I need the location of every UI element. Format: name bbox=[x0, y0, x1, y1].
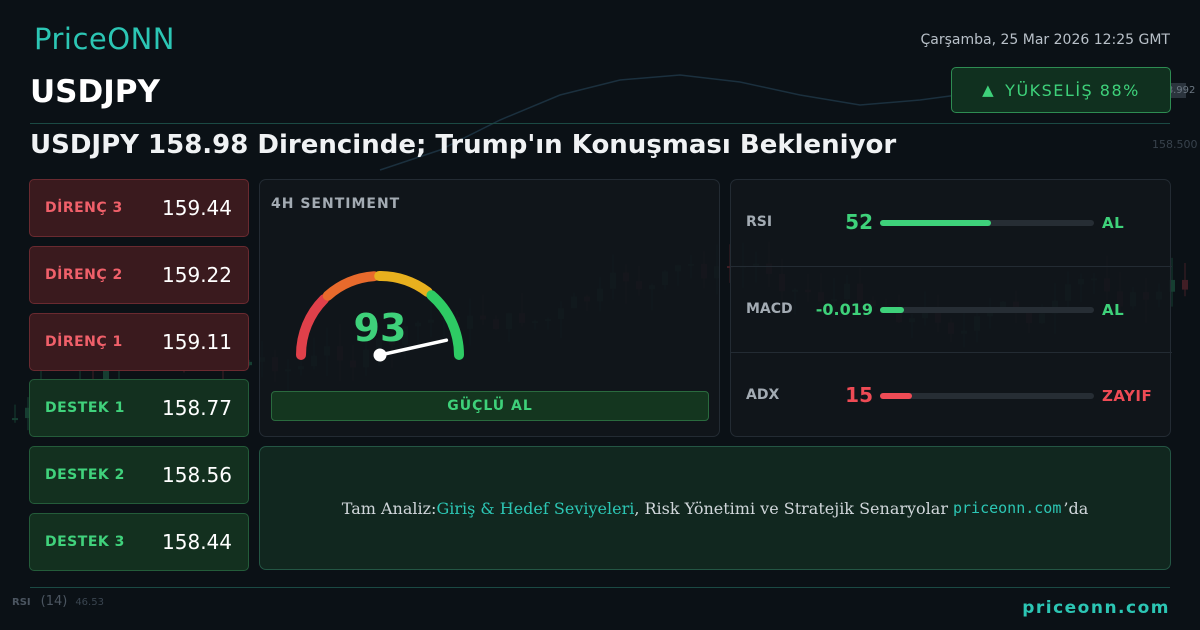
indicator-bar-fill bbox=[880, 220, 992, 226]
symbol-title: USDJPY bbox=[30, 74, 160, 110]
promo-suffix: ’da bbox=[1063, 498, 1089, 518]
trend-label: YÜKSELİŞ 88% bbox=[1005, 80, 1140, 100]
background-rsi-value: 46.53 bbox=[75, 597, 104, 608]
gauge-needle-hub bbox=[373, 348, 387, 362]
level-label: DESTEK 3 bbox=[45, 534, 125, 550]
level-support-1: DESTEK 1 158.77 bbox=[29, 379, 249, 437]
triangle-up-icon: ▲ bbox=[982, 81, 996, 99]
level-value: 158.56 bbox=[162, 463, 232, 487]
footer-divider bbox=[30, 587, 1170, 588]
gauge-segment-yellow bbox=[374, 270, 433, 297]
level-value: 159.11 bbox=[162, 330, 232, 354]
background-candle-body bbox=[12, 418, 18, 421]
gauge-needle bbox=[378, 338, 449, 357]
background-candle-body bbox=[1169, 279, 1175, 292]
level-label: DİRENÇ 1 bbox=[45, 334, 123, 350]
level-label: DESTEK 1 bbox=[45, 400, 125, 416]
background-candle-body bbox=[103, 363, 109, 381]
footer-site-link[interactable]: priceonn.com bbox=[1022, 598, 1170, 618]
level-support-2: DESTEK 2 158.56 bbox=[29, 446, 249, 504]
brand-logo: PriceONN bbox=[34, 22, 175, 56]
level-value: 158.77 bbox=[162, 396, 232, 420]
indicator-signal: AL bbox=[1102, 214, 1125, 232]
level-resistance-3: DİRENÇ 3 159.44 bbox=[29, 179, 249, 237]
background-candle-body bbox=[25, 407, 31, 419]
promo-prefix: Tam Analiz: bbox=[341, 498, 437, 518]
background-candle-body bbox=[1182, 279, 1188, 290]
indicator-bar-track bbox=[880, 307, 1094, 313]
indicators-panel: RSI 52 AL MACD -0.019 AL ADX 15 ZAYIF bbox=[730, 179, 1172, 438]
level-support-3: DESTEK 3 158.44 bbox=[29, 513, 249, 571]
background-rsi-label: RSI (14) 46.53 bbox=[12, 594, 104, 609]
sentiment-badge: GÜÇLÜ AL bbox=[271, 391, 709, 421]
sentiment-title: 4H SENTIMENT bbox=[271, 196, 401, 212]
level-resistance-2: DİRENÇ 2 159.22 bbox=[29, 246, 249, 304]
level-label: DİRENÇ 2 bbox=[45, 267, 123, 283]
level-label: DESTEK 2 bbox=[45, 467, 125, 483]
sentiment-panel: 4H SENTIMENT 93 GÜÇLÜ AL bbox=[259, 179, 720, 437]
indicator-value: 15 bbox=[845, 383, 873, 407]
promo-site-link[interactable]: priceonn.com bbox=[952, 499, 1062, 517]
indicator-signal: AL bbox=[1102, 301, 1125, 319]
indicator-value: 52 bbox=[845, 210, 873, 234]
indicator-bar-fill bbox=[880, 307, 904, 313]
background-rsi-period: (14) bbox=[40, 594, 68, 609]
sentiment-gauge bbox=[295, 270, 464, 362]
indicator-bar-track bbox=[880, 393, 1094, 399]
background-candle-body bbox=[246, 361, 252, 366]
indicator-name: ADX bbox=[746, 387, 780, 403]
trend-badge: ▲ YÜKSELİŞ 88% bbox=[951, 67, 1171, 113]
gauge-segment-green bbox=[426, 290, 464, 360]
indicator-bar-track bbox=[880, 220, 1094, 226]
level-label: DİRENÇ 3 bbox=[45, 200, 123, 216]
header-divider bbox=[30, 123, 1170, 124]
level-value: 158.44 bbox=[162, 530, 232, 554]
gauge-segment-orange bbox=[322, 271, 380, 301]
sentiment-score: 93 bbox=[353, 306, 407, 350]
level-resistance-1: DİRENÇ 1 159.11 bbox=[29, 313, 249, 371]
indicator-row-macd: MACD -0.019 AL bbox=[731, 266, 1172, 352]
indicator-value: -0.019 bbox=[815, 300, 873, 319]
promo-banner[interactable]: Tam Analiz: Giriş & Hedef Seviyeleri, Ri… bbox=[259, 446, 1171, 570]
gauge-segment-red bbox=[295, 294, 330, 360]
level-value: 159.44 bbox=[162, 196, 232, 220]
indicator-name: MACD bbox=[746, 301, 793, 317]
indicator-bar-fill bbox=[880, 393, 913, 399]
indicator-row-rsi: RSI 52 AL bbox=[731, 180, 1172, 266]
background-rsi-name: RSI bbox=[12, 597, 31, 608]
indicator-signal: ZAYIF bbox=[1102, 387, 1153, 405]
promo-highlight: Giriş & Hedef Seviyeleri bbox=[436, 498, 635, 518]
level-value: 159.22 bbox=[162, 263, 232, 287]
indicator-row-adx: ADX 15 ZAYIF bbox=[731, 352, 1172, 438]
background-price-level: 158.500 bbox=[1152, 138, 1198, 151]
headline: USDJPY 158.98 Direncinde; Trump'ın Konuş… bbox=[30, 130, 897, 160]
promo-middle: , Risk Yönetimi ve Stratejik Senaryolar bbox=[634, 498, 948, 518]
indicator-name: RSI bbox=[746, 214, 773, 230]
datetime: Çarşamba, 25 Mar 2026 12:25 GMT bbox=[920, 32, 1170, 48]
